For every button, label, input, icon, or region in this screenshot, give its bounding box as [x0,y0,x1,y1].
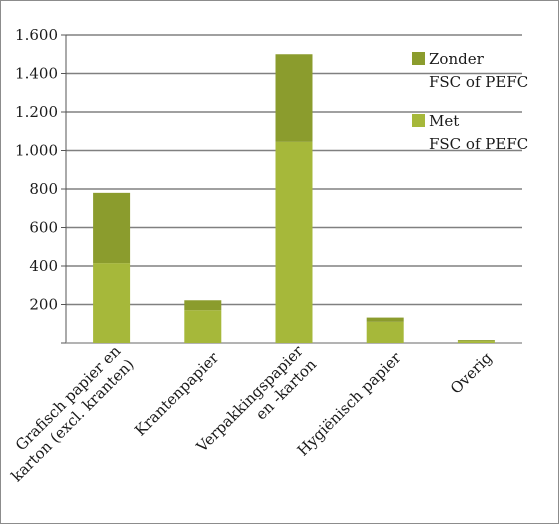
y-tick-label: 600 [29,219,58,237]
bar-segment [366,317,404,322]
bar-segment [275,54,313,142]
legend-label: Met [429,112,459,130]
bar-segment [93,263,131,343]
bar-segment [457,341,495,343]
bar-segment [93,192,131,264]
legend-swatch [412,52,425,65]
legend-label: FSC of PEFC [429,135,528,153]
bar-segment [457,340,495,342]
x-category-label: Overig [447,348,496,397]
bar-segment [184,310,222,343]
y-tick-label: 800 [29,180,58,198]
legend-label: FSC of PEFC [429,73,528,91]
bar-segment [184,300,222,311]
bar-segment [275,141,313,343]
legend-swatch [412,114,425,127]
y-tick-label: 1.000 [15,142,58,160]
y-tick-label: 1.600 [15,26,58,44]
y-tick-label: 1.400 [15,65,58,83]
legend-label: Zonder [429,50,485,68]
y-tick-label: 1.200 [15,103,58,121]
y-tick-label: 400 [29,257,58,275]
y-tick-label: 200 [29,296,58,314]
x-category-label: karton (excl. kranten) [8,355,138,485]
bar-segment [366,321,404,343]
